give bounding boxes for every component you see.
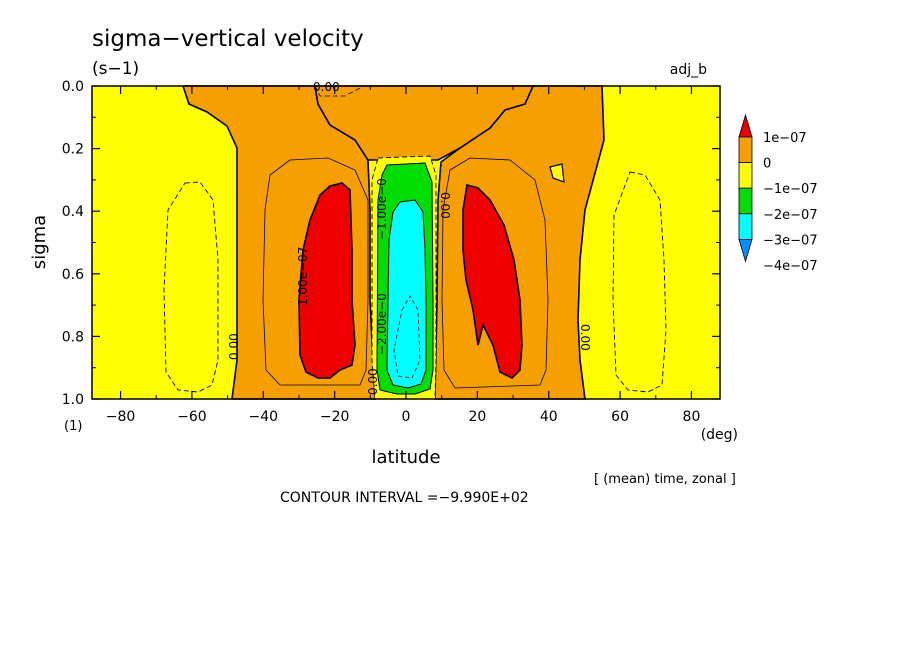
contour-label: 1.00e−07 [296, 247, 310, 306]
colorbar-tick-label: −4e−07 [763, 259, 818, 274]
contour-interval: CONTOUR INTERVAL =−9.990E+02 [280, 490, 529, 506]
colorbar-swatch [738, 162, 753, 189]
colorbar-tick-label: −3e−07 [763, 233, 818, 248]
y-tick-label: 0.8 [62, 329, 84, 345]
x-tick-label: 60 [611, 409, 629, 425]
run-label: adj_b [670, 62, 707, 78]
y-tick-label: 0.2 [62, 142, 84, 158]
x-tick-label: −20 [320, 409, 350, 425]
colorbar-legend: 1e−07 0 −1e−07 −2e−07 −3e−07 −4e−07 [738, 113, 818, 274]
x-tick-label: −80 [106, 409, 136, 425]
field-max-north [462, 183, 523, 379]
colorbar-swatch [738, 136, 753, 164]
contour-label: 0.00 [366, 368, 380, 395]
y-tick-label: 0.0 [62, 79, 84, 95]
y-axis: 0.0 0.2 0.4 0.6 0.8 1.0 [62, 79, 720, 408]
units-label: (s−1) [92, 59, 139, 79]
y-tick-label: 0.4 [62, 204, 84, 220]
field-neg-3 [386, 199, 427, 389]
field-positive-band [314, 85, 535, 161]
y-axis-unit: (1) [64, 419, 82, 434]
colorbar-tick-label: −2e−07 [763, 208, 818, 223]
field-small-patch [549, 163, 565, 183]
contour-label: 0.00 [578, 324, 592, 351]
colorbar-tick-label: 1e−07 [763, 131, 807, 146]
contour-line [262, 157, 369, 386]
contour-label: 0.00 [438, 192, 452, 219]
field-max-south [298, 182, 356, 379]
x-tick-label: 0 [402, 409, 411, 425]
contour-line [441, 157, 549, 389]
y-axis-label: sigma [29, 215, 50, 269]
chart-title: sigma−vertical velocity [92, 26, 364, 52]
colorbar-arrow-bottom [738, 239, 753, 263]
plot-area: 0.00 0.00 0.00 0.00 0.00 1.00e−07 −1.00e… [91, 80, 721, 400]
contour-line [393, 295, 421, 379]
x-tick-label: −40 [248, 409, 278, 425]
y-tick-label: 0.6 [62, 267, 84, 283]
x-axis-unit: (deg) [701, 427, 738, 443]
y-tick-label: 1.0 [62, 392, 84, 408]
x-tick-label: 80 [683, 409, 701, 425]
x-tick-label: 40 [540, 409, 558, 425]
averaging-note: [ (mean) time, zonal ] [594, 472, 736, 487]
contour-label: −2.00e−0 [375, 293, 389, 355]
colorbar-tick-label: 0 [763, 157, 771, 172]
contour-line [163, 181, 219, 393]
contour-label: 0.00 [313, 80, 340, 94]
contour-line [314, 85, 361, 97]
colorbar-arrow-top [738, 113, 753, 138]
colorbar-tick-label: −1e−07 [763, 182, 818, 197]
x-axis-label: latitude [371, 447, 440, 468]
x-axis: −80 −60 −40 −20 0 20 40 60 80 [106, 86, 701, 425]
contour-label: −1.00e−0 [375, 178, 389, 240]
contour-label: 0.00 [227, 333, 241, 360]
colorbar-swatch [738, 213, 753, 240]
x-tick-label: 20 [468, 409, 486, 425]
colorbar-swatch [738, 187, 753, 215]
x-tick-label: −60 [177, 409, 207, 425]
